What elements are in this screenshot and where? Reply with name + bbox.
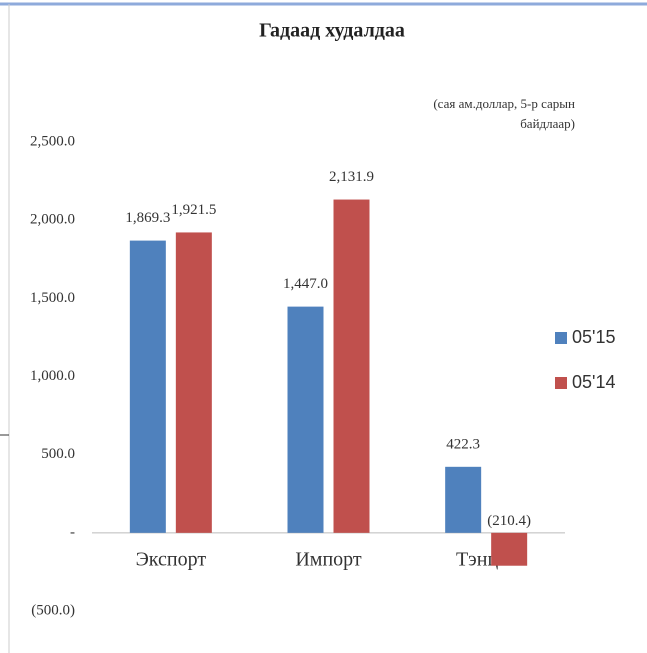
legend-swatch <box>555 377 567 389</box>
legend-label: 05'15 <box>572 327 615 347</box>
value-label: 1,447.0 <box>283 276 328 292</box>
bar <box>445 466 482 533</box>
bar <box>333 199 370 533</box>
y-tick-label: 1,500.0 <box>30 290 75 306</box>
y-tick-label: 1,000.0 <box>30 368 75 384</box>
legend-swatch <box>555 332 567 344</box>
bar <box>287 306 324 533</box>
y-tick-label: 2,000.0 <box>30 212 75 228</box>
x-tick-label: Импорт <box>295 548 362 570</box>
value-label: 1,869.3 <box>125 210 170 226</box>
y-tick-label: 500.0 <box>41 446 75 462</box>
bar <box>175 232 212 533</box>
x-tick-label: Экспорт <box>136 548 207 570</box>
y-tick-label: - <box>70 524 75 540</box>
value-label: 1,921.5 <box>171 202 216 218</box>
bar <box>129 240 166 533</box>
y-tick-label: 2,500.0 <box>30 133 75 149</box>
value-label: 2,131.9 <box>329 169 374 185</box>
bar <box>491 532 528 566</box>
y-tick-label: (500.0) <box>31 602 75 618</box>
chart-title: Гадаад худалдаа <box>259 20 405 42</box>
value-label: (210.4) <box>487 513 531 529</box>
value-label: 422.3 <box>446 436 480 452</box>
chart-subtitle: (сая ам.доллар, 5-р сарын байдлаар) <box>433 96 575 131</box>
legend-label: 05'14 <box>572 372 615 392</box>
